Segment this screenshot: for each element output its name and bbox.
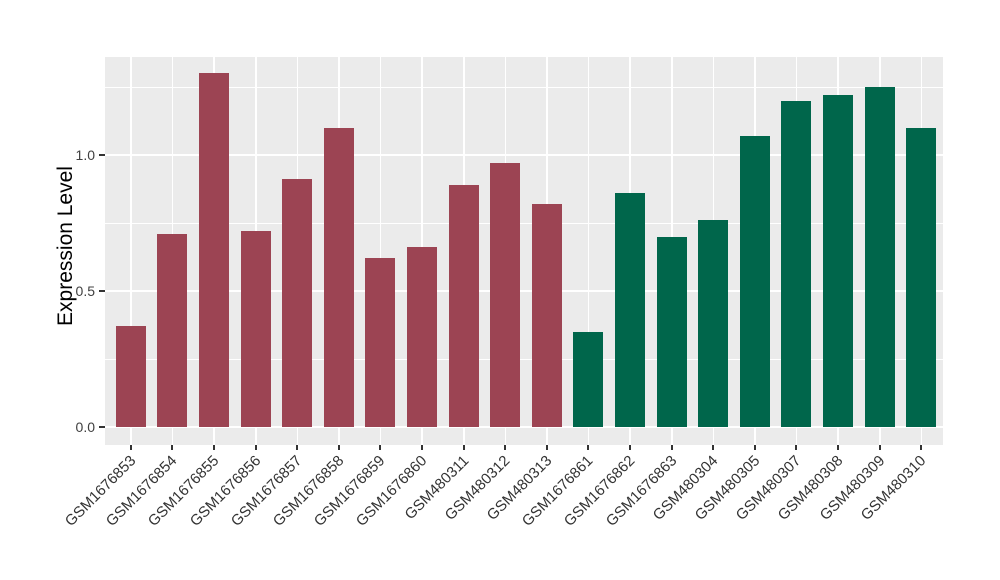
bar-GSM480310 [906,128,936,427]
y-axis-tick [99,290,105,292]
minor-gridline [105,223,943,224]
bar-GSM480304 [698,220,728,427]
x-axis-tick [171,445,174,450]
major-gridline [105,426,943,428]
x-axis-tick [254,445,257,450]
bar-GSM1676859 [365,258,395,427]
bar-GSM480313 [532,204,562,427]
y-axis-tick-label: 0.0 [75,419,95,435]
bar-GSM480305 [740,136,770,427]
y-axis-title: Expression Level [54,166,77,326]
y-axis-tick [99,154,105,156]
x-axis-tick [878,445,881,450]
x-axis-tick [795,445,798,450]
x-axis-tick [545,445,548,450]
x-axis-tick [296,445,299,450]
x-axis-tick [212,445,215,450]
plot-panel [105,57,943,445]
x-axis-tick [836,445,839,450]
bar-GSM1676854 [157,234,187,427]
x-axis-tick [628,445,631,450]
x-axis-tick [670,445,673,450]
bar-GSM1676855 [199,73,229,427]
y-axis-tick-label: 0.5 [75,283,95,299]
x-axis-tick [920,445,923,450]
vertical-gridline [130,57,132,445]
bar-GSM480307 [781,101,811,427]
minor-gridline [105,359,943,360]
major-gridline [105,154,943,156]
bar-GSM1676860 [407,247,437,427]
x-axis-tick [379,445,382,450]
bar-GSM1676853 [116,326,146,427]
bar-GSM480311 [449,185,479,427]
major-gridline [105,290,943,292]
y-axis-tick-label: 1.0 [75,147,95,163]
vertical-gridline [379,57,382,445]
x-axis-tick [504,445,507,450]
bar-GSM1676861 [573,332,603,427]
bar-GSM1676863 [657,237,687,427]
bar-GSM1676856 [241,231,271,427]
bar-GSM480308 [823,95,853,427]
bar-GSM480312 [490,163,520,427]
minor-gridline [105,87,943,88]
x-axis-tick [462,445,465,450]
bar-GSM1676858 [324,128,354,427]
x-axis-tick [753,445,756,450]
bar-GSM1676862 [615,193,645,427]
x-axis-tick [587,445,590,450]
bar-GSM480309 [865,87,895,427]
bar-GSM1676857 [282,179,312,427]
vertical-gridline [587,57,590,445]
x-axis-tick [129,445,132,450]
y-axis-tick [99,426,105,428]
x-axis-tick [420,445,423,450]
x-axis-tick [712,445,715,450]
x-axis-tick [337,445,340,450]
